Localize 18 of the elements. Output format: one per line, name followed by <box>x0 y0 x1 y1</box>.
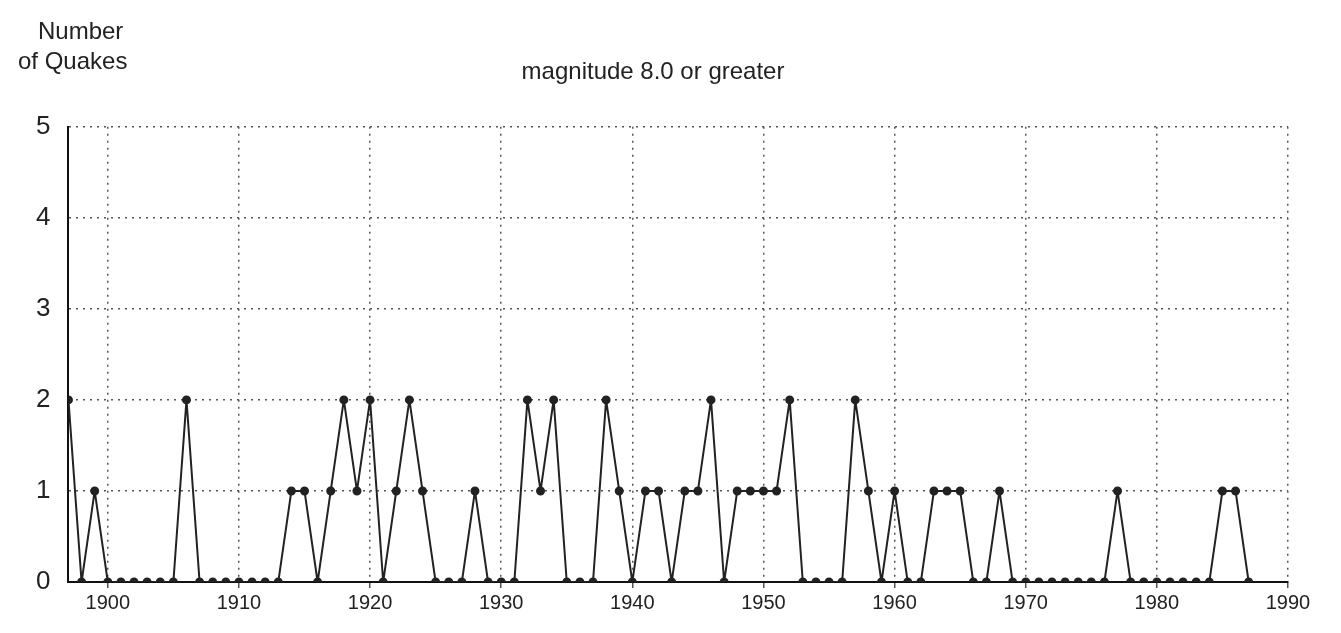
chart-title: magnitude 8.0 or greater <box>521 57 785 85</box>
y-tick-label: 3 <box>35 292 51 323</box>
y-tick-label: 0 <box>35 565 51 596</box>
y-tick-label: 5 <box>35 109 51 140</box>
y-tick-label: 1 <box>35 474 51 505</box>
x-tick-label: 1910 <box>216 590 262 613</box>
x-tick-label: 1970 <box>1003 590 1048 613</box>
x-tick-label: 1930 <box>478 590 524 613</box>
x-tick-label: 1990 <box>1265 590 1311 613</box>
y-axis-title: Number of Quakes <box>18 16 128 74</box>
x-tick-label: 1950 <box>741 590 786 613</box>
x-tick-label: 1980 <box>1134 590 1180 613</box>
x-tick-label: 1960 <box>872 590 917 613</box>
y-tick-label: 4 <box>35 201 51 232</box>
y-tick-label: 2 <box>35 383 51 414</box>
x-tick-label: 1920 <box>347 590 393 613</box>
x-tick-label: 1940 <box>610 590 655 613</box>
x-tick-label: 1900 <box>85 590 131 613</box>
